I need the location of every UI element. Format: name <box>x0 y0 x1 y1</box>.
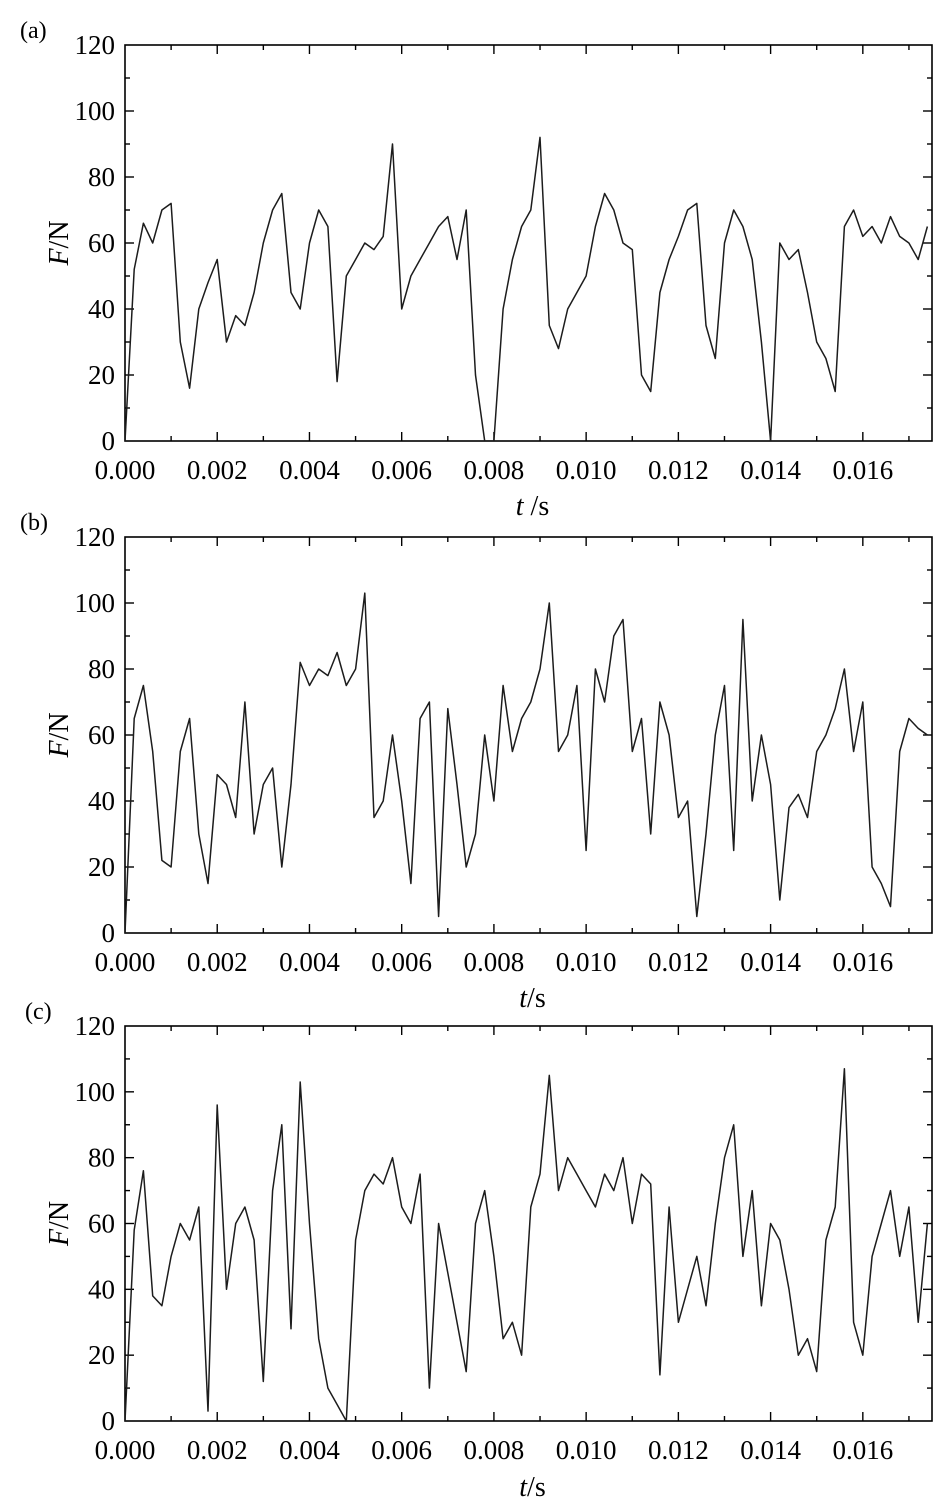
x-tick-label: 0.010 <box>556 1435 617 1465</box>
y-tick-label: 80 <box>88 1143 115 1173</box>
x-tick-label: 0.006 <box>371 947 432 977</box>
panel-label: (c) <box>25 999 52 1025</box>
x-tick-label: 0.010 <box>556 947 617 977</box>
chart-panel-2: 0 20 40 60 80 100 120 0.000 0.002 0.004 0.006 0.008… <box>25 999 933 1503</box>
y-axis-label-symbol: F <box>44 740 75 759</box>
y-tick-label: 60 <box>88 1209 115 1239</box>
chart-panel-0: 0 20 40 60 80 100 120 0.000 0.002 0.004 0.006 0.008… <box>20 18 933 522</box>
y-tick-label: 20 <box>88 852 115 882</box>
y-tick-label: 40 <box>88 1274 115 1304</box>
x-axis-label: t /s <box>516 491 549 522</box>
x-tick-label: 0.002 <box>187 947 248 977</box>
y-tick-label: 0 <box>102 426 116 456</box>
x-tick-label: 0.014 <box>740 1435 801 1465</box>
x-axis-label-symbol: t <box>519 1472 528 1503</box>
y-axis-label-unit: /N <box>44 220 75 248</box>
plot-frame <box>124 44 933 442</box>
x-axis-label-unit: /s <box>527 1472 546 1503</box>
x-tick-label: 0.006 <box>371 1435 432 1465</box>
plot-frame <box>124 536 933 934</box>
x-axis-label-symbol: t <box>516 491 525 522</box>
x-tick-label: 0.008 <box>464 947 525 977</box>
plot-frame <box>124 1025 933 1422</box>
y-tick-label: 20 <box>88 1340 115 1370</box>
force-series-line <box>125 592 928 933</box>
x-tick-label: 0.016 <box>832 947 893 977</box>
y-axis-label: F/N <box>44 220 75 266</box>
y-tick-label: 120 <box>75 1011 116 1041</box>
x-axis-label-unit: /s <box>527 983 546 1014</box>
y-tick-label: 80 <box>88 654 115 684</box>
y-tick-label: 120 <box>75 522 116 552</box>
x-tick-label: 0.006 <box>371 455 432 485</box>
y-tick-label: 0 <box>102 918 116 948</box>
x-axis-label-unit: /s <box>524 491 550 522</box>
y-tick-label: 100 <box>75 96 116 126</box>
x-tick-label: 0.012 <box>648 455 709 485</box>
x-tick-label: 0.008 <box>464 1435 525 1465</box>
x-tick-label: 0.014 <box>740 947 801 977</box>
y-axis-label-unit: /N <box>44 1201 75 1229</box>
x-tick-label: 0.012 <box>648 1435 709 1465</box>
y-axis-label: F/N <box>44 712 75 758</box>
x-tick-label: 0.004 <box>279 947 340 977</box>
x-tick-label: 0.016 <box>832 1435 893 1465</box>
x-tick-label: 0.000 <box>95 1435 156 1465</box>
x-tick-label: 0.016 <box>832 455 893 485</box>
x-tick-label: 0.004 <box>279 455 340 485</box>
y-tick-label: 40 <box>88 786 115 816</box>
y-tick-label: 60 <box>88 228 115 258</box>
panel-label: (a) <box>20 18 47 44</box>
y-tick-label: 0 <box>102 1406 116 1436</box>
chart-panel-1: 0 20 40 60 80 100 120 0.000 0.002 0.004 0.006 0.008… <box>20 510 933 1014</box>
x-axis-label: t/s <box>519 1472 545 1503</box>
y-tick-label: 60 <box>88 720 115 750</box>
x-tick-label: 0.010 <box>556 455 617 485</box>
x-axis-label: t/s <box>519 983 545 1014</box>
x-axis-label-symbol: t <box>519 983 528 1014</box>
y-tick-label: 120 <box>75 30 116 60</box>
x-tick-label: 0.002 <box>187 455 248 485</box>
x-tick-label: 0.012 <box>648 947 709 977</box>
x-tick-label: 0.000 <box>95 455 156 485</box>
x-tick-label: 0.014 <box>740 455 801 485</box>
x-tick-label: 0.004 <box>279 1435 340 1465</box>
y-axis-label-symbol: F <box>44 248 75 267</box>
y-tick-label: 100 <box>75 1077 116 1107</box>
y-tick-label: 40 <box>88 294 115 324</box>
y-axis-label: F/N <box>44 1201 75 1247</box>
x-tick-label: 0.008 <box>464 455 525 485</box>
y-axis-label-symbol: F <box>44 1228 75 1247</box>
x-tick-label: 0.002 <box>187 1435 248 1465</box>
force-series-line <box>125 1068 929 1421</box>
y-tick-label: 80 <box>88 162 115 192</box>
y-tick-label: 20 <box>88 360 115 390</box>
force-series-line <box>125 136 929 441</box>
y-axis-label-unit: /N <box>44 712 75 740</box>
y-tick-label: 100 <box>75 588 116 618</box>
panel-label: (b) <box>20 510 48 536</box>
x-tick-label: 0.000 <box>95 947 156 977</box>
